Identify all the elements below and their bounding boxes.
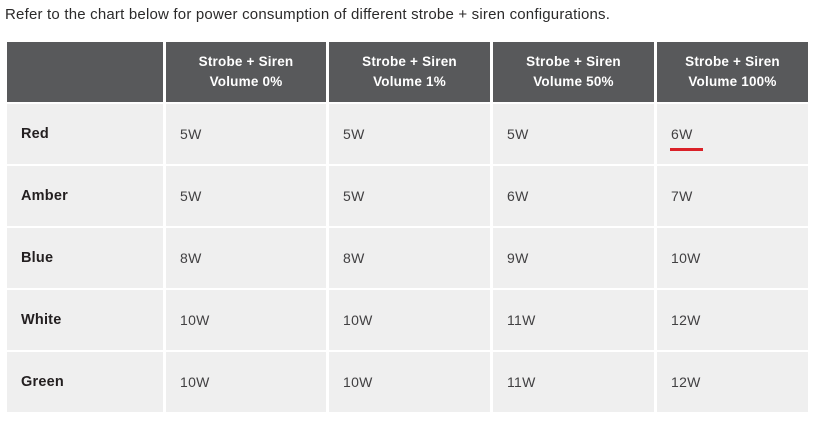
cell-value: 5W [343, 126, 365, 142]
table-cell: 10W [166, 352, 326, 412]
cell-value: 5W [180, 126, 202, 142]
cell-value: 10W [180, 312, 210, 328]
row-label: Blue [7, 228, 163, 288]
column-header: Strobe + Siren Volume 1% [329, 42, 490, 102]
table-cell: 6W [657, 104, 808, 164]
table-cell: 10W [329, 290, 490, 350]
table-cell: 12W [657, 290, 808, 350]
cell-value: 10W [343, 374, 373, 390]
cell-value: 9W [507, 250, 529, 266]
cell-value: 8W [180, 250, 202, 266]
row-label: Amber [7, 166, 163, 226]
column-header: Strobe + Siren Volume 0% [166, 42, 326, 102]
column-header: Strobe + Siren Volume 50% [493, 42, 654, 102]
cell-value: 10W [180, 374, 210, 390]
table-cell: 10W [657, 228, 808, 288]
table-cell: 9W [493, 228, 654, 288]
table-cell: 12W [657, 352, 808, 412]
power-consumption-table: Strobe + Siren Volume 0% Strobe + Siren V… [7, 42, 808, 412]
table-cell: 10W [329, 352, 490, 412]
caption-text: Refer to the chart below for power consu… [5, 6, 611, 23]
table-cell: 5W [166, 166, 326, 226]
table-cell: 5W [166, 104, 326, 164]
cell-value: 6W [507, 188, 529, 204]
cell-value: 11W [507, 374, 536, 390]
table-cell: 10W [166, 290, 326, 350]
column-header: Strobe + Siren Volume 100% [657, 42, 808, 102]
cell-value: 12W [671, 312, 701, 328]
cell-value: 7W [671, 188, 693, 204]
cell-value: 5W [507, 126, 529, 142]
table-cell: 8W [329, 228, 490, 288]
row-label: White [7, 290, 163, 350]
table-cell: 6W [493, 166, 654, 226]
cell-value: 5W [180, 188, 202, 204]
table-cell: 11W [493, 352, 654, 412]
cell-value: 5W [343, 188, 365, 204]
highlighted-value-red-underline: 6W [670, 126, 703, 151]
cell-value: 11W [507, 312, 536, 328]
row-label: Green [7, 352, 163, 412]
row-header-empty-cell [7, 42, 163, 102]
cell-value: 8W [343, 250, 365, 266]
cell-value: 10W [343, 312, 373, 328]
row-label: Red [7, 104, 163, 164]
cell-value: 10W [671, 250, 701, 266]
cell-value: 12W [671, 374, 701, 390]
table-cell: 5W [329, 166, 490, 226]
table-cell: 8W [166, 228, 326, 288]
table-cell: 5W [329, 104, 490, 164]
table-cell: 11W [493, 290, 654, 350]
table-cell: 7W [657, 166, 808, 226]
table-cell: 5W [493, 104, 654, 164]
